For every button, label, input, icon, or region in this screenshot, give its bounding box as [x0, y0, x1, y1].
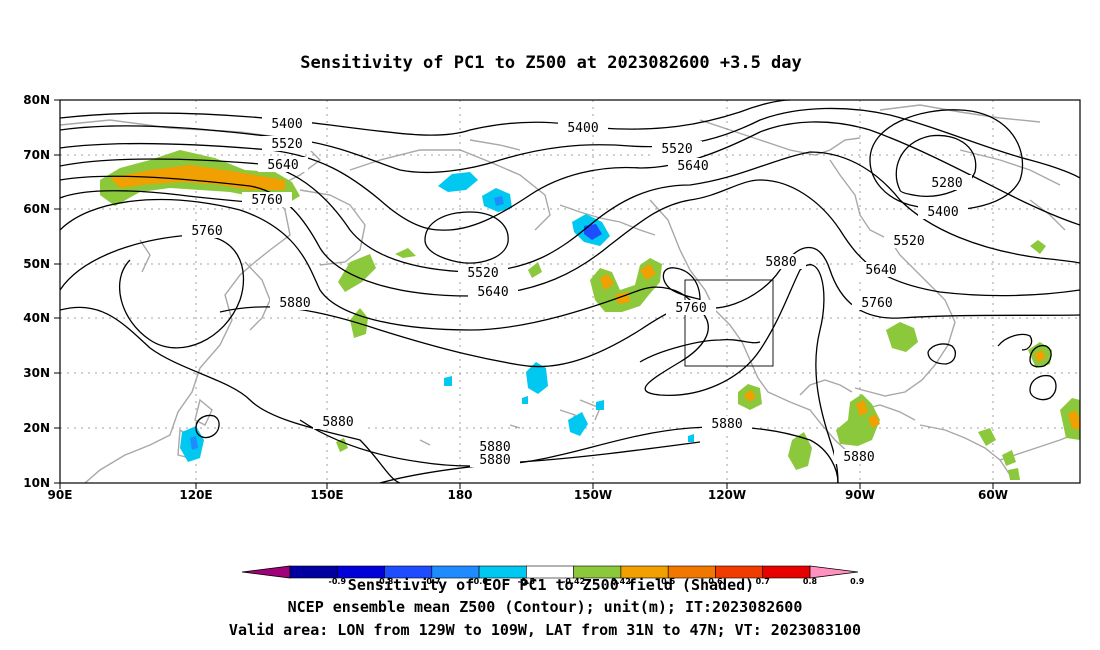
negative-blob-small-2: [522, 396, 528, 404]
negative-blob-alaska-core: [584, 224, 602, 240]
lat-label: 60N: [23, 202, 50, 216]
contour-label: 5640: [477, 285, 508, 300]
contour-label: 5520: [271, 137, 302, 152]
contour-label: 5520: [467, 266, 498, 281]
lat-label: 30N: [23, 366, 50, 380]
contour-label: 5520: [893, 234, 924, 249]
negative-blob-philippines-core: [190, 436, 198, 450]
lon-label: 90W: [845, 488, 875, 502]
colorbar-over-triangle: [809, 565, 859, 579]
positive-blob-atlantic-3: [978, 428, 996, 446]
contour-label: 5400: [567, 121, 598, 136]
lon-label: 180: [447, 488, 472, 502]
contour-label: 5880: [322, 415, 353, 430]
colorbar-tick-label: -0.8: [376, 577, 394, 586]
lat-label: 40N: [23, 311, 50, 325]
negative-blob-small-3: [596, 400, 604, 410]
positive-blob-mexico-core: [744, 390, 756, 402]
colorbar-under-triangle: [241, 565, 291, 579]
lon-label: 150E: [310, 488, 343, 502]
positive-blob-labrador: [1030, 240, 1046, 254]
caption-line-2: NCEP ensemble mean Z500 (Contour); unit(…: [288, 598, 803, 616]
positive-blob-atlantic-5: [1008, 468, 1020, 480]
map-frame: [59, 99, 1081, 484]
colorbar-cells: [289, 565, 811, 579]
negative-blob-central-pacific: [526, 362, 548, 394]
contour-labels: 5400 5520 5640 5760 5760 5880 5880 5880 …: [182, 116, 972, 468]
lon-label: 120W: [708, 488, 746, 502]
contour-label: 5280: [931, 176, 962, 191]
positive-blob-central-america: [788, 432, 812, 470]
contour-label: 5880: [479, 440, 510, 455]
caption-line-3: Valid area: LON from 129W to 109W, LAT f…: [229, 621, 861, 639]
positive-blob-east-coast: [886, 322, 918, 352]
colorbar-tick-label: 0.6: [708, 577, 723, 586]
positive-blob-caribbean-core: [856, 400, 880, 428]
positive-blob-small-2: [528, 262, 542, 278]
colorbar-tick-label: -0.7: [423, 577, 441, 586]
lat-label: 50N: [23, 257, 50, 271]
contour-label: 5640: [267, 158, 298, 173]
contour-label: 5760: [191, 224, 222, 239]
contour-label: 5400: [271, 117, 302, 132]
positive-blob-atlantic-1-core: [1034, 350, 1046, 362]
tick-marks: [54, 99, 994, 489]
chart-title: Sensitivity of PC1 to Z500 at 2023082600…: [300, 53, 802, 73]
positive-blob-atlantic-4: [1002, 450, 1016, 466]
contour-label: 5880: [279, 296, 310, 311]
lat-label: 20N: [23, 421, 50, 435]
contour-label: 5880: [843, 450, 874, 465]
positive-blob-atlantic-2-core: [1068, 410, 1080, 430]
lat-label: 10N: [23, 476, 50, 490]
contour-label: 5880: [765, 255, 796, 270]
lon-label: 90E: [48, 488, 73, 502]
colorbar-tick-label: 0.42: [611, 577, 631, 586]
contour-label: 5400: [927, 205, 958, 220]
positive-blob-gulf-alaska-core: [600, 264, 656, 304]
positive-blob-caribbean: [836, 394, 880, 446]
negative-blob-small-1: [444, 376, 452, 386]
lon-labels: 90E 120E 150E 180 150W 120W 90W 60W: [48, 488, 1008, 502]
colorbar-tick-label: 0.9: [850, 577, 865, 586]
colorbar-tick-label: -0.5: [518, 577, 536, 586]
caption-line-1: Sensitivity of EOF PC1 to Z500 field (Sh…: [348, 576, 754, 594]
colorbar: -0.9 -0.8 -0.7 -0.6 -0.5 -0.42 0.42 0.5 0.6 0.7 0.…: [241, 565, 865, 586]
positive-blob-pacific-small: [336, 438, 348, 452]
map-area: 5400 5520 5640 5760 5760 5880 5880 5880 …: [60, 100, 1080, 483]
lon-label: 60W: [978, 488, 1008, 502]
valid-area-box: [684, 279, 774, 367]
contour-label: 5760: [251, 193, 282, 208]
colorbar-tick-label: -0.6: [470, 577, 488, 586]
contour-label: 5520: [661, 142, 692, 157]
colorbar-tick-label: 0.7: [756, 577, 770, 586]
positive-blob-small-1: [395, 248, 416, 258]
contour-label: 5760: [675, 301, 706, 316]
positive-blob-japan: [338, 254, 376, 292]
lat-label: 70N: [23, 148, 50, 162]
contour-label: 5640: [865, 263, 896, 278]
colorbar-tick-label: 0.8: [803, 577, 818, 586]
positive-blob-siberia-core: [110, 165, 285, 190]
contour-label: 5880: [479, 453, 510, 468]
lat-label: 80N: [23, 93, 50, 107]
negative-blob-small-4: [688, 434, 694, 442]
negative-blob-bering: [438, 172, 478, 192]
contour-label: 5640: [677, 159, 708, 174]
negative-blob-hawaii: [568, 412, 588, 436]
lon-label: 150W: [574, 488, 612, 502]
colorbar-tick-label: -0.9: [329, 577, 347, 586]
negative-blob-bering-2-core: [494, 196, 504, 206]
contour-label: 5760: [861, 296, 892, 311]
colorbar-labels: -0.9 -0.8 -0.7 -0.6 -0.5 -0.42 0.42 0.5 0.6 0.7 0.…: [329, 577, 865, 586]
lat-labels: 80N 70N 60N 50N 40N 30N 20N 10N: [23, 93, 50, 490]
lon-label: 120E: [179, 488, 212, 502]
colorbar-tick-label: 0.5: [661, 577, 676, 586]
contour-label: 5880: [711, 417, 742, 432]
colorbar-tick-label: -0.42: [562, 577, 585, 586]
